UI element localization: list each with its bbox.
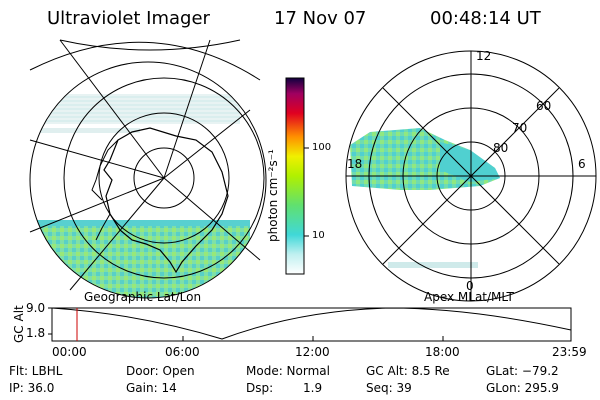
lat-circle-80 (133, 147, 195, 209)
mlt-label-6: 6 (578, 157, 586, 171)
status-mode: Mode: Normal (246, 364, 330, 378)
timeline-ytick-9: 9.0 (26, 301, 46, 315)
meridian-5 (163, 177, 261, 261)
status-dsp-value: 1.9 (303, 381, 323, 395)
right-map-caption: Apex MLat/MLT (424, 290, 514, 304)
altitude-curve (51, 307, 572, 340)
lat-circle-70 (98, 112, 230, 244)
timeline-frame (51, 307, 572, 342)
status-dsp-label: Dsp: (246, 381, 274, 395)
meridian-2 (163, 39, 211, 179)
lat-circle-60 (63, 77, 265, 279)
timeline-ytick-1: 1.8 (26, 326, 46, 340)
timeline-xtick-1200: 12:00 (295, 345, 330, 359)
map-boundary (29, 61, 267, 299)
status-gc-alt: GC Alt: 8.5 Re (366, 364, 450, 378)
emission-band-strip (30, 128, 140, 133)
mlt-diag-2 (382, 87, 560, 265)
meridian-3 (29, 139, 165, 179)
mlt-label-0: 0 (466, 279, 474, 293)
time-label: 00:48:14 UT (430, 8, 541, 29)
status-glat: GLat: −79.2 (486, 364, 559, 378)
meridian-7 (29, 177, 165, 233)
instrument-title: Ultraviolet Imager (47, 8, 210, 29)
colorbar-tick-100: 100 (312, 142, 332, 153)
date-label: 17 Nov 07 (274, 8, 367, 29)
status-gain: Gain: 14 (126, 381, 177, 395)
mlt-label-12: 12 (476, 49, 491, 63)
meridian-4 (163, 109, 251, 179)
mlat-label-60: 60 (536, 99, 551, 113)
left-map-caption: Geographic Lat/Lon (84, 290, 201, 304)
magnetic-polar-map: 12 18 6 0 80 70 60 Apex MLat/MLT (345, 49, 597, 304)
mlat-label-80: 80 (493, 141, 508, 155)
emission-streak (388, 262, 478, 268)
status-seq: Seq: 39 (366, 381, 412, 395)
timeline-xtick-0600: 06:00 (165, 345, 200, 359)
status-ip: IP: 36.0 (9, 381, 55, 395)
timeline-xtick-1800: 18:00 (425, 345, 460, 359)
mlat-label-70: 70 (512, 121, 527, 135)
altitude-timeline (48, 307, 572, 342)
timeline-xtick-0000: 00:00 (52, 345, 87, 359)
colorbar-tick-10: 10 (312, 230, 325, 241)
timeline-axis-label: GC Alt (12, 305, 26, 343)
status-filter: Flt: LBHL (9, 364, 63, 378)
meridian-6 (69, 177, 165, 291)
meridian-1 (59, 39, 165, 179)
timeline-xtick-2359: 23:59 (552, 345, 587, 359)
mlt-label-18: 18 (347, 157, 362, 171)
status-glon: GLon: 295.9 (486, 381, 559, 395)
status-door: Door: Open (126, 364, 195, 378)
continent-outline (103, 127, 229, 274)
colorbar (285, 77, 309, 275)
geographic-map: Geographic Lat/Lon (29, 39, 267, 304)
